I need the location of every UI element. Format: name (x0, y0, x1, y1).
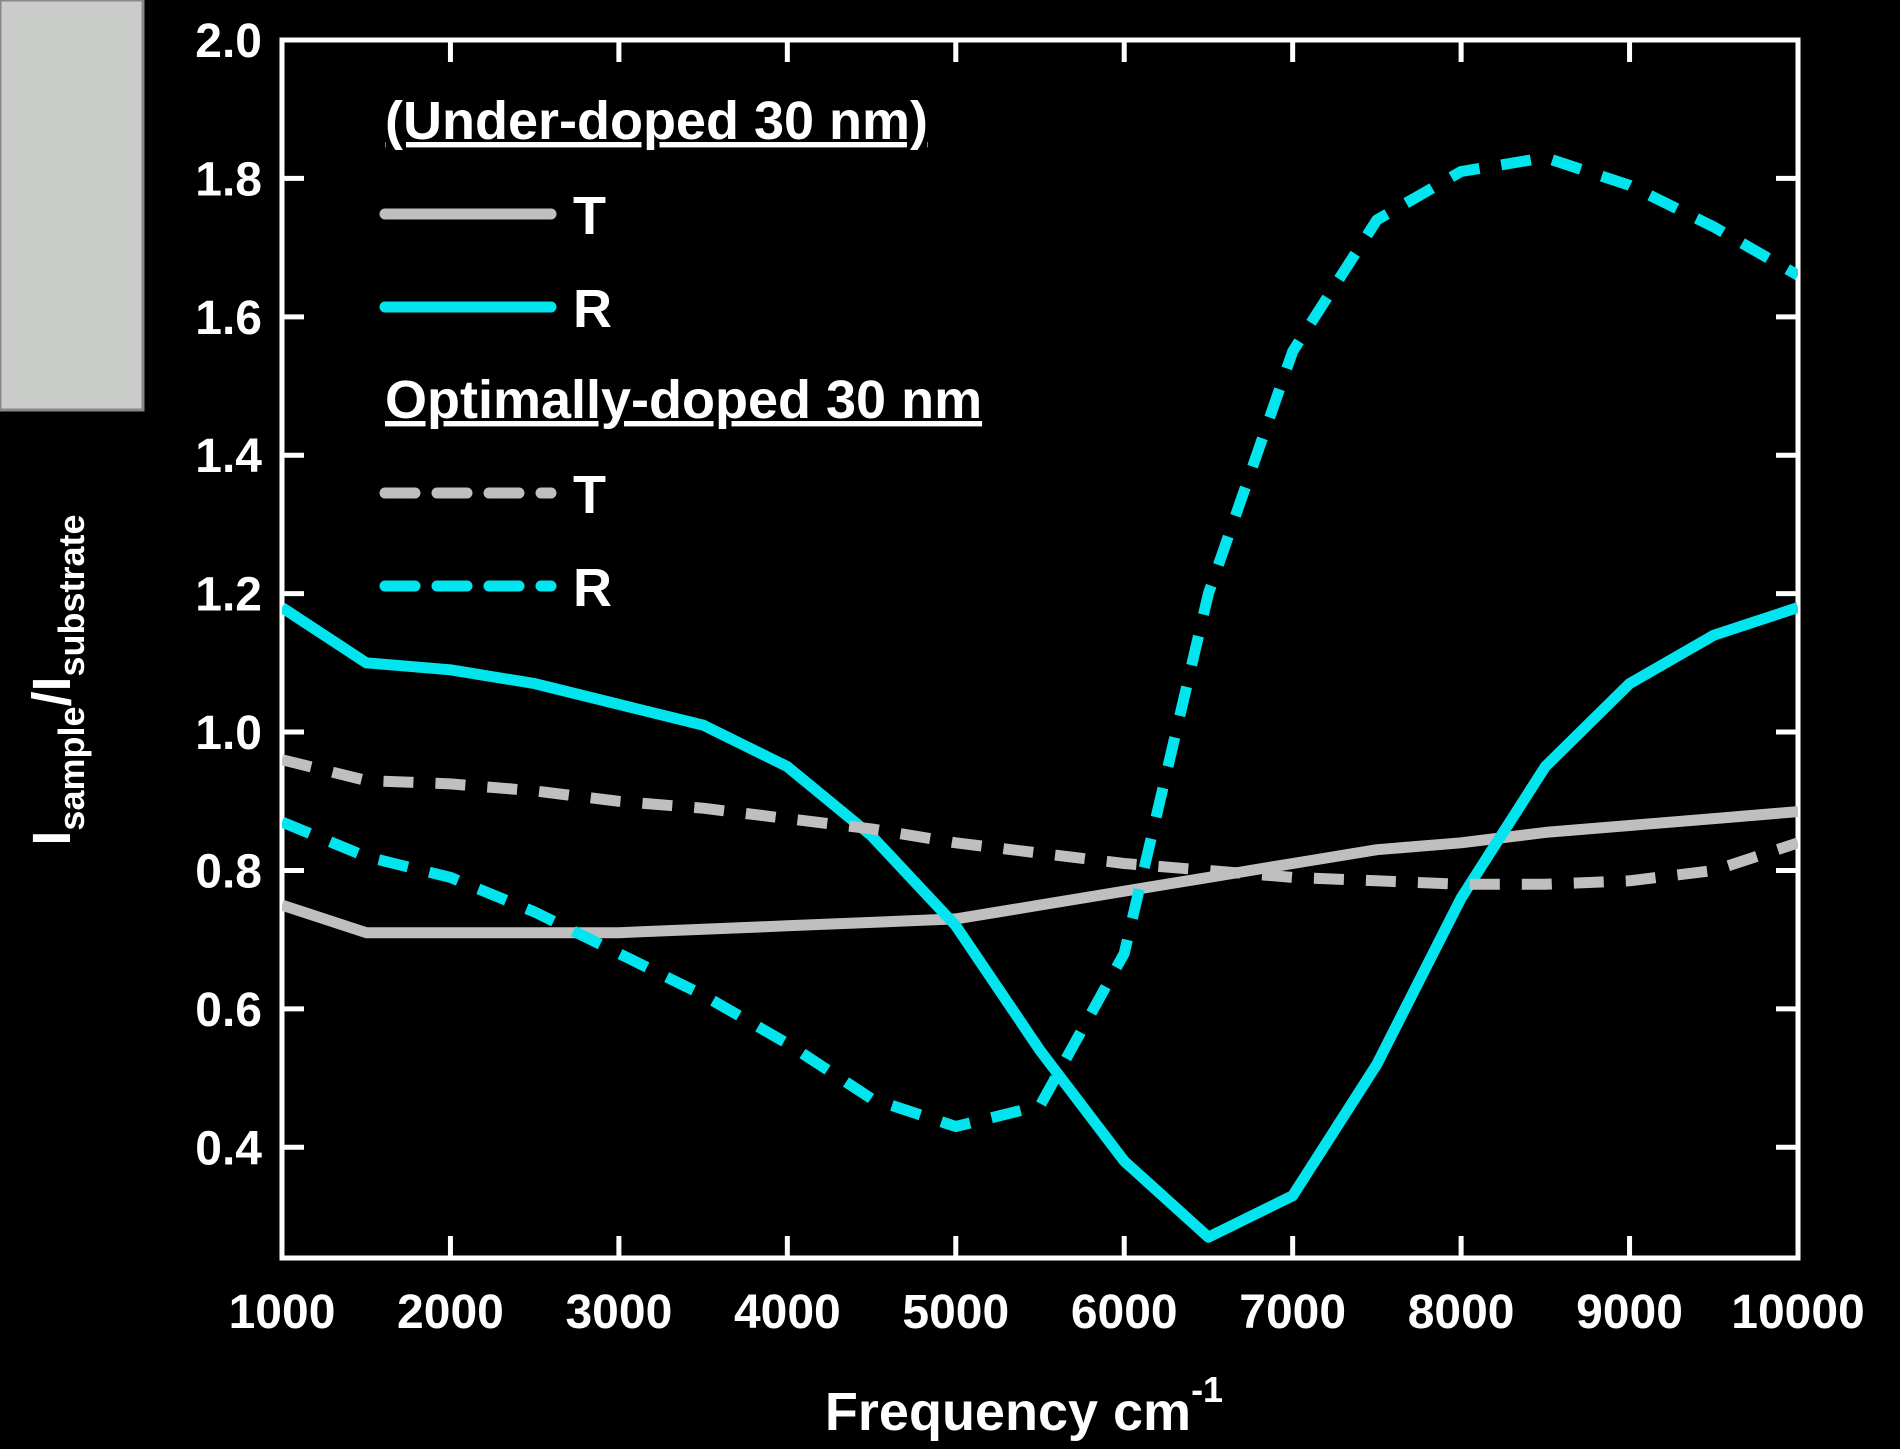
y-tick-label: 1.2 (195, 569, 262, 622)
x-tick-label: 7000 (1239, 1286, 1346, 1339)
y-tick-label: 1.6 (195, 292, 262, 345)
y-label-i: I (22, 831, 82, 846)
series-line (282, 754, 1798, 890)
x-tick-label: 5000 (902, 1286, 1009, 1339)
x-tick-label: 8000 (1408, 1286, 1515, 1339)
x-tick-label: 9000 (1576, 1286, 1683, 1339)
legend-label: T (573, 186, 606, 246)
legend-label: R (573, 558, 612, 618)
legend-heading: (Under-doped 30 nm) (385, 91, 928, 151)
inset-photo (0, 0, 145, 412)
plot-frame (279, 37, 1801, 1261)
x-tick-label: 10000 (1731, 1286, 1864, 1339)
x-tick-label: 3000 (565, 1286, 672, 1339)
y-label-i: /I (22, 676, 82, 706)
y-tick-label: 1.8 (195, 153, 262, 206)
x-label-main: Frequency cm (825, 1382, 1191, 1442)
series-line (282, 152, 1798, 1132)
y-tick-label: 0.4 (195, 1122, 262, 1175)
x-tick-label: 2000 (397, 1286, 504, 1339)
y-tick-label: 1.0 (195, 707, 262, 760)
legend-heading: Optimally-doped 30 nm (385, 370, 982, 430)
y-label-sub: substrate (51, 514, 92, 676)
x-tick-label: 6000 (1071, 1286, 1178, 1339)
series-line (282, 602, 1798, 1243)
y-tick-label: 0.8 (195, 845, 262, 898)
x-tick-label: 1000 (229, 1286, 336, 1339)
legend-label: R (573, 279, 612, 339)
y-tick-label: 0.6 (195, 984, 262, 1037)
y-label-sub: sample (51, 706, 92, 830)
series-line (282, 806, 1798, 939)
x-tick-label: 4000 (734, 1286, 841, 1339)
legend-label: T (573, 465, 606, 525)
x-axis-label: Frequency cm-1 (825, 1369, 1223, 1442)
x-label-sup: -1 (1191, 1369, 1223, 1410)
y-tick-label: 1.4 (195, 430, 262, 483)
y-axis-label: Isample/Isubstrate (22, 514, 92, 845)
y-tick-label: 2.0 (195, 15, 262, 68)
